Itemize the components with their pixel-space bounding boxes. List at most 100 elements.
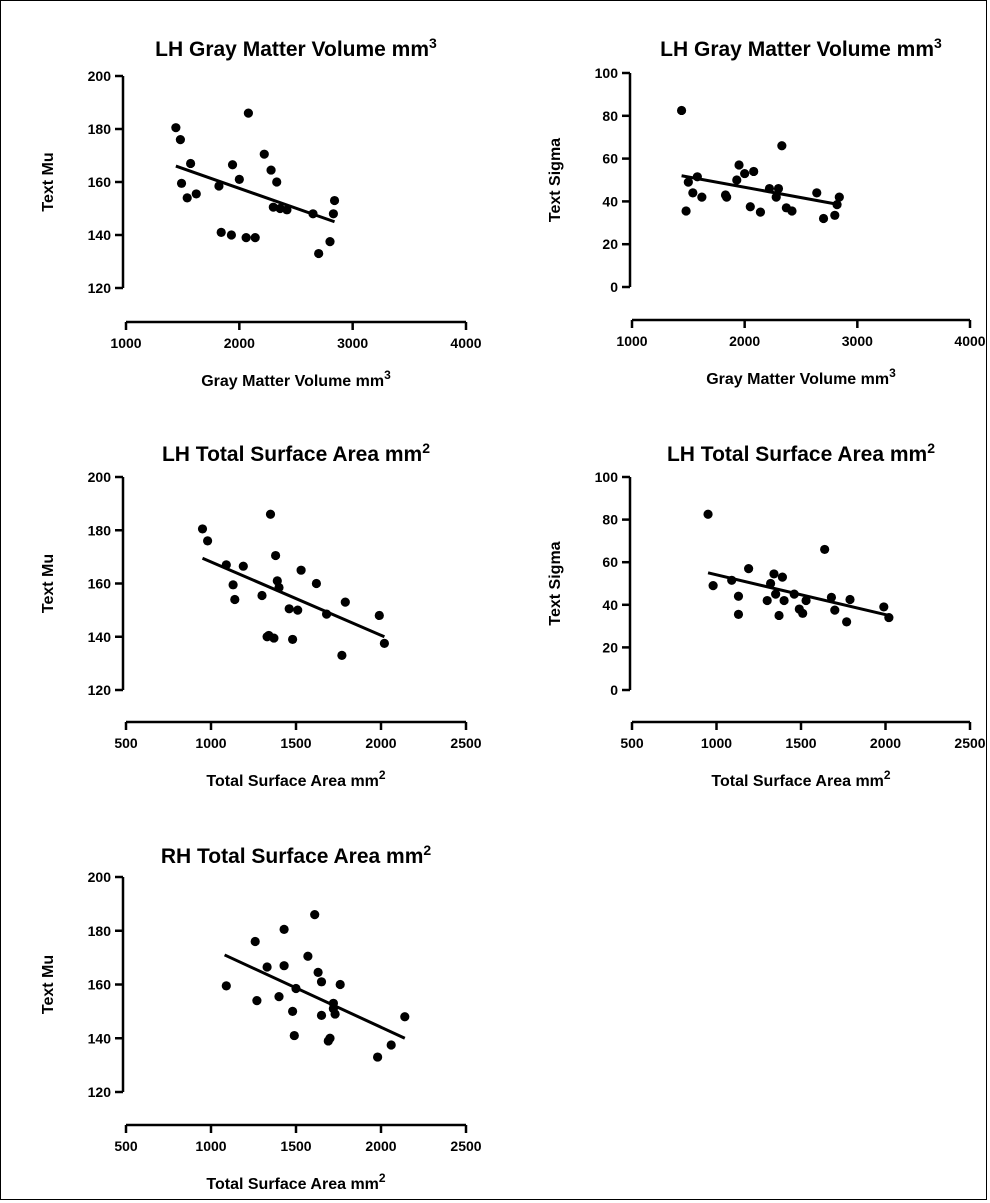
- x-tick-label: 1500: [280, 1138, 311, 1154]
- data-point: [379, 638, 389, 649]
- data-point: [221, 560, 231, 570]
- data-point: [769, 569, 779, 579]
- y-axis-label: Text Sigma: [547, 541, 564, 625]
- data-point: [830, 210, 840, 220]
- data-point: [733, 609, 744, 619]
- data-point: [771, 192, 781, 202]
- data-point: [749, 166, 759, 177]
- data-point: [186, 158, 196, 169]
- data-point: [779, 595, 789, 606]
- data-point: [732, 175, 742, 185]
- y-tick-label: 120: [88, 1084, 112, 1100]
- data-point: [683, 177, 693, 187]
- x-tick-label: 3000: [842, 333, 873, 349]
- data-point: [271, 550, 281, 561]
- data-point: [400, 1012, 410, 1022]
- x-tick-label: 500: [620, 735, 644, 751]
- y-tick-label: 40: [602, 193, 618, 209]
- data-point: [325, 237, 335, 247]
- data-point: [744, 563, 754, 574]
- x-tick-label: 500: [114, 735, 138, 751]
- data-point: [765, 578, 776, 589]
- data-point: [322, 609, 332, 619]
- data-point: [250, 936, 260, 947]
- x-axis-label: Gray Matter Volume mm3: [201, 368, 391, 390]
- data-point: [830, 605, 840, 615]
- x-tick-label: 2000: [729, 333, 760, 349]
- data-point: [176, 178, 187, 188]
- data-point: [252, 996, 262, 1006]
- x-axis-label: Total Surface Area mm2: [711, 768, 891, 790]
- y-tick-label: 80: [602, 108, 618, 124]
- x-tick-label: 2000: [870, 735, 901, 751]
- data-point: [274, 582, 284, 593]
- data-point: [801, 595, 811, 606]
- regression-line: [201, 556, 385, 639]
- y-tick-label: 20: [602, 639, 618, 655]
- data-point: [316, 1010, 327, 1021]
- data-point: [203, 536, 213, 546]
- data-point: [241, 233, 251, 243]
- x-tick-label: 1000: [195, 735, 226, 751]
- y-tick-label: 0: [610, 682, 618, 698]
- data-point: [288, 1006, 298, 1016]
- data-point: [722, 192, 732, 202]
- x-tick-label: 1500: [785, 735, 816, 751]
- data-point: [818, 213, 829, 224]
- data-point: [692, 172, 702, 182]
- chart-panel-3: LH Total Surface Area mm2 120 140 160 180 200…: [40, 440, 482, 790]
- x-axis-label: Total Surface Area mm2: [206, 1171, 386, 1193]
- y-axis-label: Text Sigma: [547, 138, 564, 222]
- data-point: [175, 135, 185, 145]
- data-point: [681, 206, 691, 216]
- data-point: [197, 524, 208, 534]
- data-point: [221, 981, 231, 991]
- data-point: [340, 597, 350, 607]
- y-tick-label: 200: [88, 68, 112, 84]
- x-tick-label: 4000: [954, 333, 985, 349]
- x-tick-label: 1000: [110, 335, 141, 351]
- data-point: [275, 203, 285, 214]
- data-point: [265, 509, 276, 519]
- data-point: [826, 592, 837, 602]
- x-tick-label: 1000: [701, 735, 732, 751]
- x-tick-label: 1000: [195, 1138, 226, 1154]
- data-point: [243, 108, 253, 118]
- data-point: [272, 177, 282, 187]
- y-axis-label: Text Mu: [40, 152, 57, 211]
- y-tick-label: 100: [595, 469, 619, 485]
- y-tick-label: 80: [602, 512, 618, 528]
- y-tick-label: 180: [88, 923, 112, 939]
- y-tick-label: 180: [88, 121, 112, 137]
- data-point: [325, 1033, 335, 1043]
- data-point: [335, 979, 345, 990]
- x-tick-label: 4000: [450, 335, 481, 351]
- x-axis-label: Total Surface Area mm2: [206, 768, 386, 790]
- y-tick-label: 200: [88, 469, 112, 485]
- y-axis-label: Text Mu: [40, 554, 57, 613]
- data-point: [291, 983, 301, 994]
- data-point: [296, 565, 306, 575]
- data-point: [773, 183, 784, 194]
- data-point: [787, 206, 797, 216]
- data-point: [316, 977, 327, 987]
- data-point: [303, 951, 313, 961]
- y-tick-label: 60: [602, 554, 618, 570]
- data-point: [262, 962, 272, 972]
- data-point: [777, 572, 788, 582]
- data-point: [703, 509, 713, 519]
- chart-title: RH Total Surface Area mm2: [161, 842, 432, 868]
- data-point: [820, 544, 830, 555]
- data-point: [308, 209, 318, 219]
- data-point: [228, 580, 238, 590]
- data-point: [733, 591, 744, 601]
- data-point: [777, 141, 787, 151]
- y-tick-label: 100: [595, 65, 619, 81]
- data-point: [238, 561, 248, 571]
- chart-panel-2: LH Gray Matter Volume mm3 0 20 40 60 80 100 100…: [547, 35, 986, 388]
- data-point: [310, 910, 320, 920]
- y-tick-label: 160: [88, 576, 112, 592]
- data-point: [745, 202, 755, 212]
- y-axis-label: Text Mu: [40, 955, 57, 1014]
